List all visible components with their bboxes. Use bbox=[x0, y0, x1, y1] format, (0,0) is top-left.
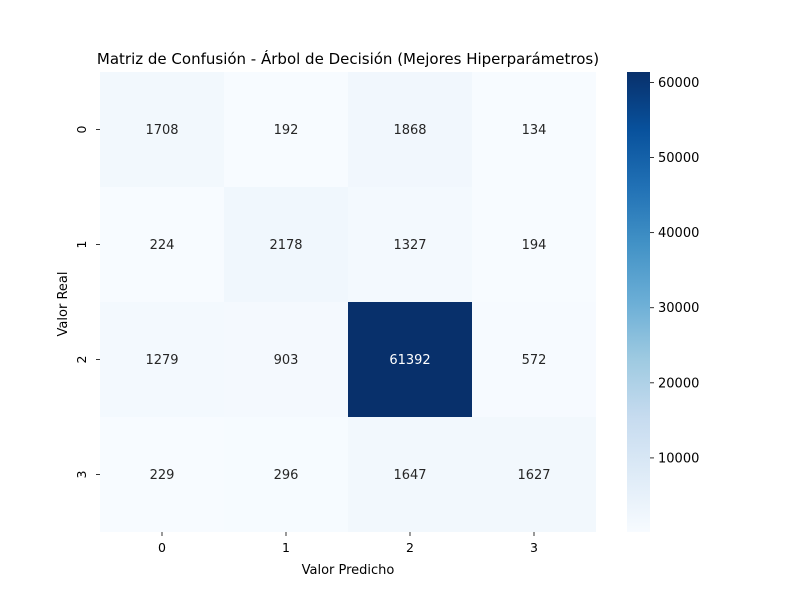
heatmap-cell-2-2 bbox=[348, 302, 472, 417]
y-tick-label-2: 2 bbox=[74, 356, 89, 364]
cell-value-3-3: 1627 bbox=[517, 468, 550, 483]
cell-value-2-2: 61392 bbox=[389, 353, 430, 368]
heatmap-cell-1-0 bbox=[100, 187, 224, 302]
cell-value-1-3: 194 bbox=[522, 238, 547, 253]
x-axis-ticks: 0 1 2 3 bbox=[158, 532, 538, 555]
cell-value-3-1: 296 bbox=[274, 468, 299, 483]
cell-value-3-0: 229 bbox=[150, 468, 175, 483]
cell-value-0-2: 1868 bbox=[393, 123, 426, 138]
heatmap-cell-3-2 bbox=[348, 417, 472, 532]
heatmap-cells: 1708 192 1868 134 224 2178 1327 194 1279 903 61392… bbox=[100, 72, 596, 532]
y-tick-label-3: 3 bbox=[74, 471, 89, 479]
cell-value-3-2: 1647 bbox=[393, 468, 426, 483]
heatmap-cell-2-1 bbox=[224, 302, 348, 417]
heatmap-cell-0-3 bbox=[472, 72, 596, 187]
heatmap-cell-1-3 bbox=[472, 187, 596, 302]
heatmap-cell-0-0 bbox=[100, 72, 224, 187]
x-tick-label-3: 3 bbox=[530, 540, 538, 555]
heatmap-cell-3-1 bbox=[224, 417, 348, 532]
cell-value-2-0: 1279 bbox=[145, 353, 178, 368]
heatmap-cell-1-2 bbox=[348, 187, 472, 302]
cell-value-1-2: 1327 bbox=[393, 238, 426, 253]
cell-value-0-0: 1708 bbox=[145, 123, 178, 138]
colorbar-ticks: 10000 20000 30000 40000 50000 60000 bbox=[650, 76, 699, 466]
heatmap-cell-0-2 bbox=[348, 72, 472, 187]
colorbar-tick-label-0: 10000 bbox=[658, 451, 699, 466]
heatmap-cell-2-3 bbox=[472, 302, 596, 417]
x-axis-label: Valor Predicho bbox=[302, 563, 395, 578]
heatmap-cell-3-0 bbox=[100, 417, 224, 532]
colorbar-tick-label-1: 20000 bbox=[658, 376, 699, 391]
colorbar-tick-label-5: 60000 bbox=[658, 76, 699, 91]
cell-value-1-1: 2178 bbox=[269, 238, 302, 253]
colorbar-tick-label-3: 40000 bbox=[658, 226, 699, 241]
cell-value-2-1: 903 bbox=[274, 353, 299, 368]
cell-value-0-1: 192 bbox=[274, 123, 299, 138]
y-tick-label-1: 1 bbox=[74, 241, 89, 249]
colorbar-gradient bbox=[627, 72, 650, 532]
cell-value-0-3: 134 bbox=[522, 123, 547, 138]
y-axis-ticks: 0 1 2 3 bbox=[74, 125, 100, 478]
y-axis-label: Valor Real bbox=[56, 272, 71, 337]
cell-value-2-3: 572 bbox=[522, 353, 547, 368]
heatmap-cell-0-1 bbox=[224, 72, 348, 187]
x-tick-label-1: 1 bbox=[282, 540, 290, 555]
heatmap-cell-1-1 bbox=[224, 187, 348, 302]
colorbar-tick-label-4: 50000 bbox=[658, 151, 699, 166]
x-tick-label-2: 2 bbox=[406, 540, 414, 555]
x-tick-label-0: 0 bbox=[158, 540, 166, 555]
colorbar-tick-label-2: 30000 bbox=[658, 301, 699, 316]
chart-title: Matriz de Confusión - Árbol de Decisión … bbox=[97, 49, 599, 68]
colorbar: 10000 20000 30000 40000 50000 60000 bbox=[627, 72, 699, 532]
heatmap-cell-3-3 bbox=[472, 417, 596, 532]
cell-value-1-0: 224 bbox=[150, 238, 175, 253]
heatmap-cell-2-0 bbox=[100, 302, 224, 417]
y-tick-label-0: 0 bbox=[74, 125, 89, 133]
